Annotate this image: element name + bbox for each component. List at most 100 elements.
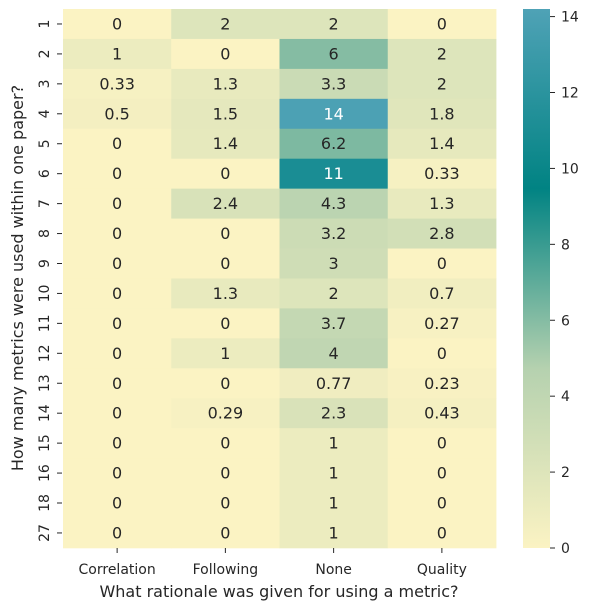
heatmap-cell [279, 458, 389, 489]
heatmap-cell [171, 218, 280, 249]
cell-value-label: 0.77 [316, 374, 352, 393]
heatmap-cell [387, 158, 497, 190]
heatmap-cell [387, 188, 497, 219]
heatmap-cell [63, 9, 172, 40]
y-tick-label: 2 [37, 49, 53, 58]
heatmap-cell [387, 9, 497, 40]
heatmap-cell [171, 368, 280, 399]
cell-value-label: 0.43 [424, 404, 460, 423]
cell-value-label: 0 [112, 494, 122, 513]
heatmap-cell [171, 248, 280, 279]
y-tick-label: 16 [37, 464, 53, 482]
heatmap-cell [171, 158, 280, 190]
heatmap-cell [63, 278, 172, 309]
cell-value-label: 0.27 [424, 314, 460, 333]
cell-value-label: 0 [112, 464, 122, 483]
cell-value-label: 1.3 [213, 284, 238, 303]
heatmap-cell [387, 218, 497, 249]
colorbar-tick-label: 12 [561, 86, 579, 102]
heatmap-cell [279, 38, 389, 70]
y-tick-label: 13 [37, 374, 53, 392]
cell-value-label: 1.4 [429, 134, 454, 153]
colorbar-tick-label: 10 [561, 161, 579, 177]
cell-value-label: 3.3 [321, 74, 346, 93]
heatmap-cell [171, 428, 280, 459]
cell-value-label: 0 [220, 254, 230, 273]
cell-value-label: 0 [112, 194, 122, 213]
heatmap-cell [279, 488, 389, 519]
heatmap-cell [279, 218, 389, 249]
cell-value-label: 1.4 [213, 134, 238, 153]
heatmap-cell [63, 428, 172, 459]
cell-value-label: 0 [220, 314, 230, 333]
cell-value-label: 0.7 [429, 284, 454, 303]
heatmap-cell [171, 38, 280, 70]
cell-value-label: 0.33 [99, 74, 135, 93]
cell-value-label: 0 [112, 314, 122, 333]
heatmap-cell [279, 398, 389, 429]
cell-value-label: 2.4 [213, 194, 238, 213]
heatmap-cell [171, 68, 280, 100]
heatmap-cell [387, 278, 497, 309]
cell-value-label: 0 [437, 344, 447, 363]
heatmap-cell [387, 428, 497, 459]
heatmap-cell [387, 458, 497, 489]
heatmap-cell [171, 398, 280, 429]
heatmap-cell [279, 308, 389, 339]
y-tick-label: 14 [37, 404, 53, 422]
cell-value-label: 0 [220, 434, 230, 453]
y-tick-label: 6 [37, 169, 53, 178]
heatmap-cell [63, 458, 172, 489]
heatmap-cell [387, 308, 497, 339]
colorbar-tick-label: 2 [561, 465, 570, 481]
heatmap-cell [63, 188, 172, 219]
heatmap-cell [63, 158, 172, 190]
heatmap-cell [279, 9, 389, 40]
x-tick-labels: Correlation Following None Quality [79, 548, 467, 578]
heatmap-cell [279, 248, 389, 279]
y-tick-label: 9 [37, 259, 53, 268]
colorbar-tick-label: 4 [561, 389, 570, 405]
cell-value-label: 2 [329, 284, 339, 303]
cell-value-label: 0 [112, 224, 122, 243]
heatmap-cell [279, 158, 389, 190]
cell-value-label: 14 [323, 104, 343, 123]
cell-value-label: 0 [112, 284, 122, 303]
cell-value-label: 0 [112, 523, 122, 542]
cell-value-label: 6.2 [321, 134, 346, 153]
heatmap-cells [63, 9, 497, 549]
y-tick-label: 3 [37, 79, 53, 88]
y-tick-label: 5 [37, 139, 53, 148]
heatmap-cell [63, 517, 172, 549]
y-tick-label: 7 [37, 199, 53, 208]
cell-value-label: 1 [329, 523, 339, 542]
heatmap-cell [171, 338, 280, 369]
cell-value-label: 2 [329, 14, 339, 33]
cell-value-label: 0 [220, 374, 230, 393]
heatmap-cell [63, 398, 172, 429]
heatmap-cell [63, 308, 172, 339]
colorbar-tick-label: 6 [561, 313, 570, 329]
cell-value-label: 1 [329, 494, 339, 513]
heatmap-cell [387, 68, 497, 100]
heatmap-cell [63, 218, 172, 249]
heatmap-cell [171, 98, 280, 130]
heatmap-cell [63, 68, 172, 100]
cell-value-label: 0 [112, 374, 122, 393]
heatmap-cell [171, 517, 280, 549]
cell-value-label: 0 [437, 523, 447, 542]
x-tick-label: Quality [417, 562, 467, 578]
heatmap-cell [387, 98, 497, 130]
heatmap-cell [387, 338, 497, 369]
cell-value-label: 3.2 [321, 224, 346, 243]
cell-value-label: 0 [220, 224, 230, 243]
heatmap-cell [387, 517, 497, 549]
cell-annotations: 0 2 2 01 0 6 20.33 1.3 3.3 20.5 1.5 14 1.80 1.4 6.2 1.4… [99, 14, 459, 542]
heatmap-cell [63, 98, 172, 130]
cell-value-label: 2.8 [429, 224, 454, 243]
heatmap-cell [171, 128, 280, 160]
cell-value-label: 0 [437, 494, 447, 513]
cell-value-label: 0.33 [424, 164, 460, 183]
cell-value-label: 0 [220, 523, 230, 542]
